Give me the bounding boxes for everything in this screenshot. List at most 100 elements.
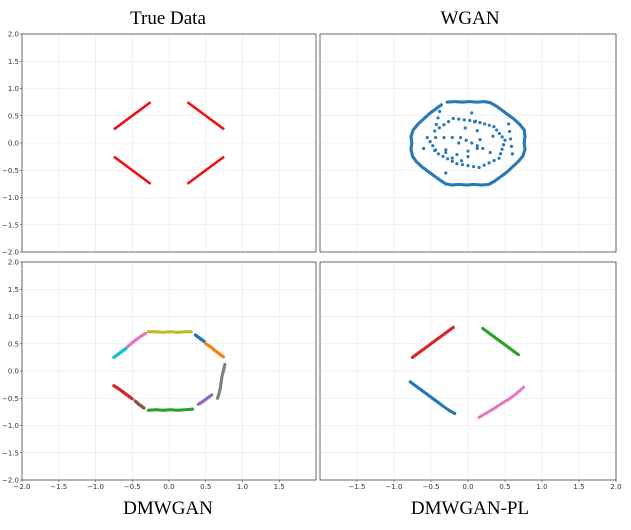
scatter-point xyxy=(507,122,511,126)
scatter-point xyxy=(426,113,430,117)
scatter-point xyxy=(470,141,474,145)
scatter-point xyxy=(481,146,485,151)
scatter-point xyxy=(441,154,445,158)
scatter-point xyxy=(509,347,513,351)
x-tick-label: 1.5 xyxy=(573,483,584,491)
scatter-point xyxy=(141,405,145,410)
scatter-point xyxy=(487,123,491,127)
scatter-point xyxy=(219,378,223,383)
scatter-point xyxy=(485,330,489,334)
scatter-point xyxy=(512,164,516,168)
scatter-point xyxy=(483,122,487,126)
x-tick-label: −2.0 xyxy=(14,483,31,491)
scatter-point xyxy=(444,148,448,152)
y-tick-label: −2.0 xyxy=(2,477,19,485)
scatter-point xyxy=(439,179,443,183)
y-tick-label: 0.0 xyxy=(8,140,19,148)
scatter-point xyxy=(466,155,470,159)
scatter-point xyxy=(472,120,477,124)
y-tick-label: 0.0 xyxy=(8,368,19,376)
scatter-point xyxy=(503,343,507,347)
scatter-point xyxy=(455,152,459,157)
scatter-point xyxy=(497,131,502,136)
x-tick-label: 1.0 xyxy=(536,483,547,491)
scatter-point xyxy=(522,139,527,143)
scatter-point xyxy=(431,144,435,148)
scatter-point xyxy=(497,156,501,160)
scatter-point xyxy=(478,120,482,125)
scatter-point xyxy=(436,116,440,120)
scatter-point xyxy=(498,107,503,111)
panel-2: DMWGAN −2.0 −1.5 −1.0 −0.5 0.0 0.5 1.0 1.5 2.0 −2.… xyxy=(2,259,317,519)
scatter-point xyxy=(443,406,448,410)
y-tick-label: −0.5 xyxy=(2,395,19,403)
scatter-point xyxy=(124,347,128,351)
scatter-point xyxy=(457,141,461,145)
y-tick-label: −0.5 xyxy=(2,167,19,175)
scatter-point xyxy=(414,352,418,357)
scatter-point xyxy=(152,408,156,412)
scatter-point xyxy=(523,133,527,137)
scatter-point xyxy=(129,396,133,400)
scatter-point xyxy=(432,339,436,344)
scatter-point xyxy=(482,163,486,167)
y-tick-label: −1.0 xyxy=(2,422,19,430)
scatter-point xyxy=(487,161,491,165)
axes-frame xyxy=(21,33,317,253)
scatter-point xyxy=(500,174,504,178)
scatter-point xyxy=(510,152,514,156)
scatter-point xyxy=(459,182,463,187)
y-tick-label: 1.0 xyxy=(8,85,19,93)
scatter-point xyxy=(187,330,192,334)
x-tick-label: 1.0 xyxy=(237,483,248,491)
scatter-point xyxy=(480,100,485,104)
scatter-point xyxy=(451,183,456,187)
scatter-point xyxy=(216,351,220,355)
scatter-point xyxy=(506,169,510,173)
x-tick-label: −0.5 xyxy=(124,483,141,491)
panel-1: WGAN xyxy=(319,8,617,253)
scatter-point xyxy=(442,135,446,140)
scatter-point xyxy=(219,384,223,388)
scatter-point xyxy=(424,392,429,396)
scatter-point xyxy=(197,401,202,406)
scatter-point xyxy=(444,171,448,175)
scatter-point xyxy=(462,118,466,122)
panel-title: DMWGAN-PL xyxy=(411,498,529,519)
scatter-point xyxy=(220,373,224,377)
y-tick-label: 1.0 xyxy=(8,313,19,321)
scatter-point xyxy=(470,111,474,115)
scatter-point xyxy=(222,367,226,371)
scatter-point xyxy=(216,395,220,399)
y-tick-label: −1.5 xyxy=(2,221,19,229)
scatter-point xyxy=(466,149,470,153)
scatter-point xyxy=(512,393,516,397)
scatter-point xyxy=(471,164,476,169)
scatter-point xyxy=(427,170,432,175)
panel-title: True Data xyxy=(130,8,206,29)
scatter-point xyxy=(505,398,509,403)
scatter-point xyxy=(487,100,491,104)
scatter-point xyxy=(468,118,472,123)
scatter-point xyxy=(517,158,522,162)
scatter-point xyxy=(414,124,419,128)
x-tick-label: 0.5 xyxy=(200,483,211,491)
scatter-point xyxy=(125,393,129,397)
scatter-point xyxy=(420,118,424,122)
scatter-point xyxy=(434,135,438,140)
y-tick-label: 0.5 xyxy=(8,340,19,348)
scatter-point xyxy=(159,408,163,412)
series-line xyxy=(113,155,152,185)
y-tick-label: −2.0 xyxy=(2,249,19,257)
scatter-point xyxy=(464,138,468,142)
scatter-point xyxy=(413,383,417,387)
scatter-point xyxy=(425,135,429,140)
y-tick-label: −1.0 xyxy=(2,194,19,202)
scatter-point xyxy=(444,150,448,155)
scatter-point xyxy=(492,158,496,163)
panel-title: WGAN xyxy=(440,8,499,29)
scatter-point xyxy=(120,389,124,394)
scatter-point xyxy=(515,351,519,356)
scatter-point xyxy=(500,135,504,139)
